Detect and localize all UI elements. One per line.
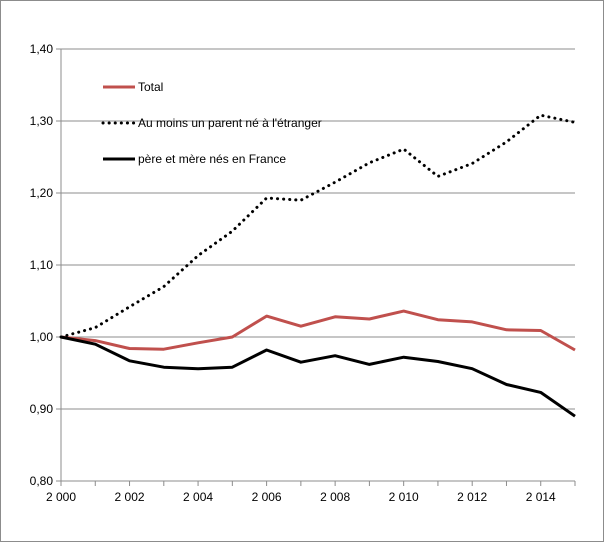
data-point-total-2003	[162, 347, 166, 351]
data-point-au-moins-un-parent-ne-a-l-etranger-2006	[265, 196, 269, 200]
data-point-total-2004	[196, 341, 200, 345]
data-point-total-2005	[230, 335, 234, 339]
series-line-pere-et-mere-nes-en-france	[60, 335, 576, 418]
data-point-total-2010	[402, 309, 406, 313]
data-point-au-moins-un-parent-ne-a-l-etranger-2001	[93, 326, 97, 330]
data-point-au-moins-un-parent-ne-a-l-etranger-2015	[573, 120, 577, 124]
data-point-au-moins-un-parent-ne-a-l-etranger-2005	[230, 229, 234, 233]
data-point-au-moins-un-parent-ne-a-l-etranger-2011	[436, 174, 440, 178]
data-point-pere-et-mere-nes-en-france-2002	[128, 359, 132, 363]
data-point-pere-et-mere-nes-en-france-2005	[230, 365, 234, 369]
x-tick-label-6: 2 012	[457, 490, 487, 504]
y-tick-label-5: 1,30	[30, 114, 54, 128]
data-point-au-moins-un-parent-ne-a-l-etranger-2003	[162, 285, 166, 289]
series-line-au-moins-un-parent-ne-a-l-etranger	[59, 113, 577, 339]
legend-label-au-moins-un-parent-ne-a-l-etranger: Au moins un parent né à l'étranger	[138, 116, 322, 130]
x-tick-label-0: 2 000	[46, 490, 76, 504]
x-tick-label-7: 2 014	[526, 490, 556, 504]
data-point-total-2009	[367, 317, 371, 321]
y-tick-label-6: 1,40	[30, 42, 54, 56]
y-tick-label-4: 1,20	[30, 186, 54, 200]
data-point-total-2015	[573, 348, 577, 352]
y-tick-label-1: 0,90	[30, 402, 54, 416]
x-tick-label-1: 2 002	[115, 490, 145, 504]
data-point-au-moins-un-parent-ne-a-l-etranger-2012	[470, 161, 474, 165]
data-point-au-moins-un-parent-ne-a-l-etranger-2007	[299, 198, 303, 202]
data-point-total-2006	[265, 314, 269, 318]
legend-label-pere-et-mere-nes-en-france: père et mère nés en France	[138, 152, 286, 166]
x-tick-label-4: 2 008	[320, 490, 350, 504]
data-point-au-moins-un-parent-ne-a-l-etranger-2010	[402, 147, 406, 151]
data-point-total-2002	[128, 347, 132, 351]
x-tick-label-2: 2 004	[183, 490, 213, 504]
y-tick-label-3: 1,10	[30, 258, 54, 272]
data-point-au-moins-un-parent-ne-a-l-etranger-2002	[128, 305, 132, 309]
data-point-pere-et-mere-nes-en-france-2014	[539, 390, 543, 394]
data-point-total-2007	[299, 324, 303, 328]
data-point-total-2001	[93, 339, 97, 343]
data-point-total-2011	[436, 318, 440, 322]
data-point-pere-et-mere-nes-en-france-2010	[402, 355, 406, 359]
data-point-pere-et-mere-nes-en-france-2006	[265, 348, 269, 352]
data-point-total-2013	[504, 328, 508, 332]
data-point-pere-et-mere-nes-en-france-2003	[162, 365, 166, 369]
legend-label-total: Total	[138, 80, 163, 94]
data-point-pere-et-mere-nes-en-france-2004	[196, 367, 200, 371]
data-point-au-moins-un-parent-ne-a-l-etranger-2014	[539, 113, 543, 117]
y-tick-label-2: 1,00	[30, 330, 54, 344]
series-line-total	[60, 309, 576, 352]
data-point-total-2014	[539, 329, 543, 333]
y-tick-label-0: 0,80	[30, 474, 54, 488]
data-point-au-moins-un-parent-ne-a-l-etranger-2008	[333, 180, 337, 184]
data-point-pere-et-mere-nes-en-france-2001	[93, 342, 97, 346]
data-point-pere-et-mere-nes-en-france-2000	[59, 335, 63, 339]
data-point-pere-et-mere-nes-en-france-2007	[299, 360, 303, 364]
data-point-au-moins-un-parent-ne-a-l-etranger-2013	[504, 140, 508, 144]
data-point-au-moins-un-parent-ne-a-l-etranger-2004	[196, 254, 200, 258]
data-point-pere-et-mere-nes-en-france-2009	[367, 362, 371, 366]
data-point-au-moins-un-parent-ne-a-l-etranger-2009	[367, 161, 371, 165]
data-point-pere-et-mere-nes-en-france-2008	[333, 354, 337, 358]
data-point-pere-et-mere-nes-en-france-2015	[573, 414, 577, 418]
data-point-total-2008	[333, 315, 337, 319]
data-point-pere-et-mere-nes-en-france-2013	[504, 383, 508, 387]
x-tick-label-5: 2 010	[389, 490, 419, 504]
data-point-total-2012	[470, 320, 474, 324]
x-tick-label-3: 2 006	[252, 490, 282, 504]
data-point-pere-et-mere-nes-en-france-2012	[470, 367, 474, 371]
data-point-pere-et-mere-nes-en-france-2011	[436, 359, 440, 363]
